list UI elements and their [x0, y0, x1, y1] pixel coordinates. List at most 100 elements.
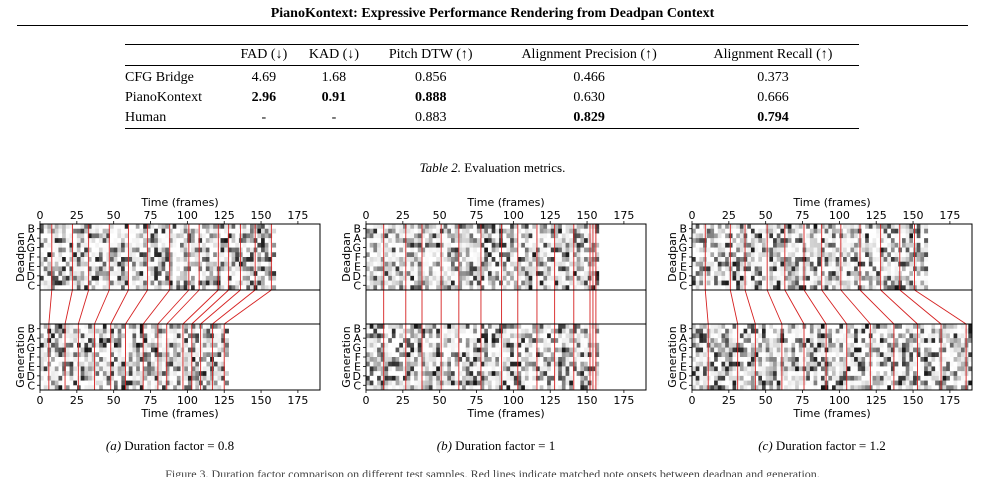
- deadpan-cell: [373, 285, 378, 291]
- deadpan-cell: [139, 280, 144, 286]
- generation-cell: [580, 357, 585, 363]
- generation-cell: [406, 357, 411, 363]
- generation-cell: [762, 347, 766, 353]
- deadpan-cell: [87, 261, 92, 267]
- generation-cell: [699, 352, 704, 358]
- deadpan-cell: [128, 257, 133, 263]
- generation-cell: [206, 342, 211, 348]
- deadpan-cell: [110, 228, 114, 234]
- generation-cell: [798, 352, 803, 358]
- deadpan-cell: [91, 233, 96, 239]
- generation-cell: [106, 347, 111, 353]
- deadpan-cell: [388, 285, 393, 291]
- deadpan-cell: [905, 285, 910, 291]
- deadpan-cell: [121, 271, 126, 277]
- deadpan-cell: [872, 224, 877, 230]
- generation-cell: [128, 375, 133, 381]
- deadpan-cell: [513, 224, 518, 230]
- generation-cell: [706, 380, 711, 386]
- deadpan-cell: [843, 257, 848, 263]
- generation-cell: [410, 352, 415, 358]
- generation-cell: [714, 371, 719, 377]
- deadpan-cell: [865, 242, 870, 248]
- alignment-connector: [157, 289, 190, 325]
- deadpan-cell: [920, 242, 925, 248]
- deadpan-cell: [828, 238, 833, 244]
- deadpan-cell: [487, 257, 492, 263]
- deadpan-cell: [458, 242, 463, 248]
- deadpan-cell: [739, 228, 744, 234]
- generation-cell: [506, 347, 511, 353]
- deadpan-cell: [439, 238, 444, 244]
- generation-cell: [491, 361, 496, 367]
- deadpan-cell: [916, 271, 921, 277]
- deadpan-cell: [887, 271, 892, 277]
- generation-cell: [117, 352, 122, 358]
- y-tick-label: B: [353, 323, 361, 336]
- generation-cell: [187, 361, 192, 367]
- deadpan-cell: [436, 228, 441, 234]
- generation-cell: [417, 324, 422, 330]
- deadpan-cell: [750, 285, 755, 291]
- generation-cell: [806, 375, 811, 381]
- deadpan-cell: [384, 247, 389, 253]
- generation-cell: [447, 361, 452, 367]
- deadpan-cell: [692, 247, 696, 253]
- generation-cell: [809, 375, 814, 381]
- deadpan-cell: [268, 261, 273, 267]
- generation-cell: [591, 357, 596, 363]
- generation-cell: [491, 357, 496, 363]
- deadpan-cell: [813, 271, 818, 277]
- generation-cell: [750, 361, 755, 367]
- deadpan-cell: [710, 252, 715, 258]
- deadpan-cell: [728, 252, 733, 258]
- generation-cell: [95, 375, 100, 381]
- generation-cell: [395, 371, 400, 377]
- deadpan-cell: [73, 233, 78, 239]
- deadpan-cell: [198, 242, 203, 248]
- deadpan-cell: [776, 275, 781, 281]
- generation-cell: [584, 333, 589, 339]
- generation-cell: [550, 328, 555, 334]
- deadpan-cell: [558, 280, 563, 286]
- deadpan-cell: [143, 280, 148, 286]
- deadpan-cell: [517, 257, 522, 263]
- generation-cell: [428, 333, 433, 339]
- deadpan-cell: [692, 266, 696, 272]
- deadpan-cell: [246, 285, 251, 291]
- generation-cell: [410, 347, 415, 353]
- deadpan-cell: [264, 280, 269, 286]
- deadpan-cell: [102, 242, 107, 248]
- generation-cell: [699, 338, 704, 344]
- generation-cell: [173, 361, 178, 367]
- deadpan-cell: [377, 266, 382, 272]
- deadpan-cell: [264, 224, 269, 230]
- generation-cell: [465, 361, 470, 367]
- deadpan-cell: [736, 266, 741, 272]
- deadpan-cell: [725, 280, 730, 286]
- deadpan-cell: [132, 275, 137, 281]
- deadpan-cell: [817, 228, 822, 234]
- deadpan-cell: [261, 224, 266, 230]
- deadpan-cell: [824, 242, 829, 248]
- deadpan-cell: [547, 271, 552, 277]
- deadpan-cell: [180, 242, 184, 248]
- deadpan-cell: [835, 233, 840, 239]
- deadpan-cell: [725, 271, 730, 277]
- deadpan-cell: [417, 252, 422, 258]
- deadpan-cell: [809, 233, 814, 239]
- deadpan-cell: [106, 233, 111, 239]
- generation-cell: [539, 324, 544, 330]
- generation-cell: [462, 385, 467, 391]
- generation-cell: [436, 328, 441, 334]
- generation-cell: [809, 324, 814, 330]
- generation-cell: [184, 361, 189, 367]
- generation-cell: [798, 357, 803, 363]
- deadpan-cell: [76, 261, 81, 267]
- deadpan-cell: [110, 233, 114, 239]
- generation-cell: [106, 366, 111, 372]
- deadpan-cell: [465, 252, 470, 258]
- deadpan-cell: [132, 285, 137, 291]
- generation-cell: [695, 347, 700, 353]
- deadpan-cell: [854, 242, 859, 248]
